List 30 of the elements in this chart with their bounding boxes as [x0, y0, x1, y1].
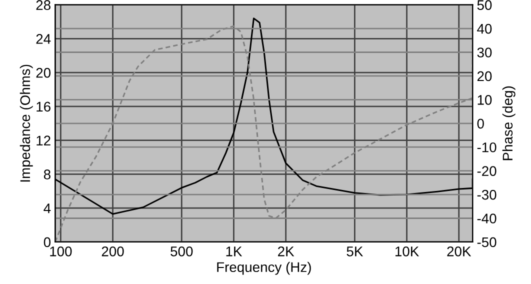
y2-tick-label: 50: [477, 0, 492, 10]
x-tick-label: 10K: [395, 246, 419, 256]
x-tick-label: 2K: [278, 246, 294, 256]
y2-tick-label: -10: [477, 142, 496, 152]
y-tick-label: 12: [36, 136, 50, 146]
x-tick-label: 20K: [447, 246, 472, 256]
y-tick-label: 0: [44, 237, 51, 248]
y-tick-label: 24: [36, 34, 51, 44]
y2-tick-label: -40: [477, 214, 496, 224]
y2-tick-label: 40: [477, 24, 492, 34]
y-axis-title: Impedance (Ohms): [20, 64, 33, 182]
y2-tick-label: 20: [477, 71, 492, 82]
x-tick-label: 1K: [226, 246, 242, 256]
x-tick-label: 100: [50, 246, 72, 256]
y-tick-label: 8: [44, 170, 50, 180]
y2-tick-label: 30: [477, 48, 492, 58]
x-tick-label: 500: [170, 246, 193, 256]
y-tick-label: 28: [36, 0, 50, 10]
y-tick-label: 4: [44, 204, 51, 214]
y-tick-label: 20: [36, 68, 51, 78]
x-tick-label: 200: [102, 246, 124, 256]
y2-axis-title: Phase (deg): [502, 86, 516, 160]
y2-tick-label: -20: [477, 166, 496, 176]
y2-tick-label: 0: [477, 118, 484, 129]
x-axis-title: Frequency (Hz): [217, 262, 311, 275]
y2-tick-label: -30: [477, 190, 496, 200]
x-tick-label: 5K: [346, 246, 364, 256]
y2-tick-label: -50: [477, 237, 496, 248]
y2-tick-label: 10: [478, 95, 492, 105]
y-tick-label: 16: [36, 102, 50, 112]
